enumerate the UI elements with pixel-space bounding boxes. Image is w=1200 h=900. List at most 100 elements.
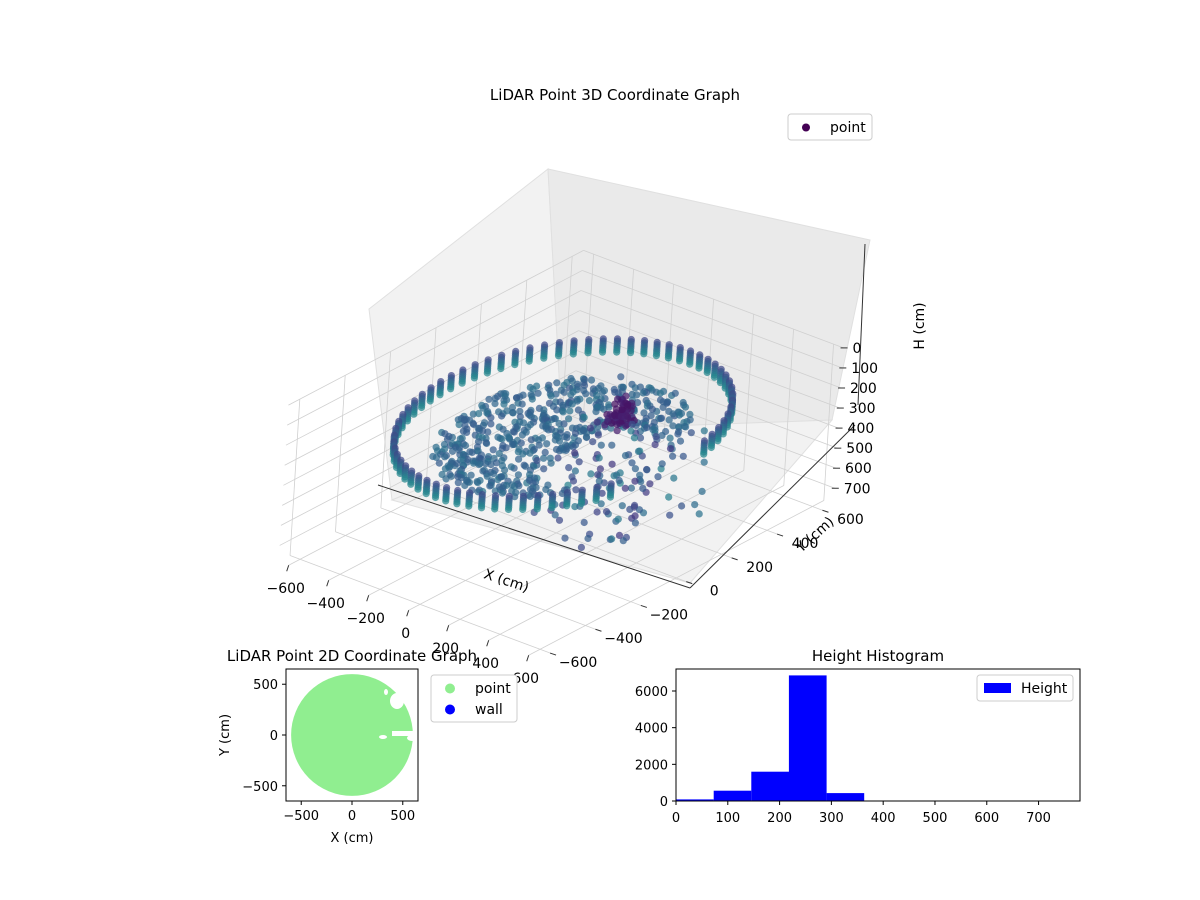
x-tick-label-hist: 700 xyxy=(1026,811,1051,826)
cloud-point xyxy=(469,410,477,418)
cloud-point xyxy=(626,349,635,357)
cloud-point xyxy=(447,472,455,480)
cloud-point xyxy=(597,441,605,449)
cloud-point xyxy=(494,433,502,441)
cloud-point xyxy=(541,448,549,456)
cloud-point xyxy=(527,391,535,399)
grid-line xyxy=(578,330,839,429)
cloud-point xyxy=(519,505,527,514)
cloud-point xyxy=(691,501,699,509)
cloud-point xyxy=(563,445,571,453)
x-tick-3d xyxy=(526,655,530,662)
x-tick-label-hist: 500 xyxy=(923,811,948,826)
grid-line xyxy=(279,390,575,546)
legend-point-label: point xyxy=(830,120,866,136)
cloud-point xyxy=(482,439,490,447)
z-tick-label-3d: 300 xyxy=(849,401,876,417)
cloud-point xyxy=(508,403,517,412)
ticks-2d: −500 0 500 500 0 −500 xyxy=(242,678,415,824)
legend-3d: point xyxy=(787,113,873,141)
cloud-point xyxy=(669,422,677,430)
cloud-point xyxy=(500,400,508,408)
x-tick-3d xyxy=(446,625,450,632)
cloud-point xyxy=(651,441,659,449)
y-tick-label-3d: 400 xyxy=(792,536,819,552)
cloud-point xyxy=(631,519,640,527)
point-cloud xyxy=(389,335,737,552)
y-tick-label-2d: 500 xyxy=(253,678,278,693)
cloud-point xyxy=(559,408,567,416)
cloud-point xyxy=(656,389,664,397)
cloud-point xyxy=(498,456,506,465)
cloud-point xyxy=(606,493,615,501)
cloud-point xyxy=(417,403,426,412)
cloud-point xyxy=(540,454,548,462)
cloud-point xyxy=(648,405,657,413)
cloud-point xyxy=(565,464,573,472)
ticks-histogram: 0 100 200 300 400 500 600 700 0 2000 4000 6000 xyxy=(635,685,1051,826)
cloud-point xyxy=(492,459,501,467)
histogram-bars xyxy=(676,675,1053,801)
legend-height-swatch xyxy=(984,683,1011,693)
cloud-point xyxy=(483,472,491,480)
z-tick-label-3d: 400 xyxy=(848,421,875,437)
x-tick-label-3d: −600 xyxy=(266,581,304,597)
cloud-point xyxy=(575,458,583,466)
z-axis-line xyxy=(857,243,866,406)
legend-histogram: Height xyxy=(976,674,1074,702)
chart-2d: LiDAR Point 2D Coordinate Graph −500 0 500… xyxy=(218,647,518,846)
x-tick-3d xyxy=(326,580,330,587)
cloud-point xyxy=(445,432,453,440)
cloud-point xyxy=(675,357,684,365)
cloud-point xyxy=(540,354,548,362)
cloud-point xyxy=(598,489,606,497)
legend-wall-marker-2d xyxy=(445,704,455,715)
y-tick-label-3d: −400 xyxy=(604,631,642,647)
point-disc-2d xyxy=(291,674,413,796)
grid-line xyxy=(285,290,582,446)
grid-line xyxy=(380,351,391,508)
cloud-point xyxy=(501,466,509,474)
cloud-point xyxy=(448,447,457,455)
cloud-point xyxy=(636,383,645,391)
grid-line xyxy=(289,399,301,556)
cloud-point xyxy=(550,414,558,423)
cloud-point xyxy=(633,391,641,399)
cloud-point xyxy=(631,512,639,520)
z-tick-label-3d: 500 xyxy=(846,441,873,457)
cloud-point xyxy=(613,427,621,435)
cloud-point xyxy=(659,398,667,406)
cloud-point xyxy=(516,407,524,415)
y-axis-label-2d: Y (cm) xyxy=(218,714,233,757)
cloud-point xyxy=(473,478,481,486)
x-axis-label-3d: X (cm) xyxy=(482,566,531,596)
cloud-point xyxy=(577,543,586,552)
x-tick-label-hist: 300 xyxy=(819,811,844,826)
legend-2d: point wall xyxy=(430,674,518,723)
cloud-point xyxy=(589,438,597,446)
cloud-point xyxy=(666,511,674,519)
x-tick-3d xyxy=(486,640,490,647)
grid-line xyxy=(282,350,578,506)
grid-line xyxy=(488,485,784,641)
cloud-point xyxy=(635,506,644,514)
cloud-point xyxy=(617,399,625,407)
cloud-point xyxy=(508,440,516,449)
cloud-point xyxy=(584,534,592,543)
y-tick-3d xyxy=(776,533,784,537)
chart-histogram: Height Histogram 0 100 200 300 400 500 600 7000… xyxy=(635,647,1081,826)
z-tick-label-3d: 0 xyxy=(853,341,862,357)
grid-line xyxy=(471,459,732,559)
cloud-point xyxy=(489,470,498,478)
cloud-point xyxy=(519,450,527,458)
cloud-point xyxy=(481,460,490,468)
cloud-point xyxy=(597,500,605,508)
cloud-point xyxy=(572,486,580,494)
cloud-point xyxy=(587,470,595,478)
cloud-point xyxy=(567,391,575,399)
y-tick-label-3d: −600 xyxy=(559,655,597,671)
x-tick-label-3d: 400 xyxy=(472,656,499,672)
cloud-point xyxy=(646,480,654,488)
cloud-point xyxy=(542,424,550,433)
cloud-point xyxy=(634,399,642,407)
